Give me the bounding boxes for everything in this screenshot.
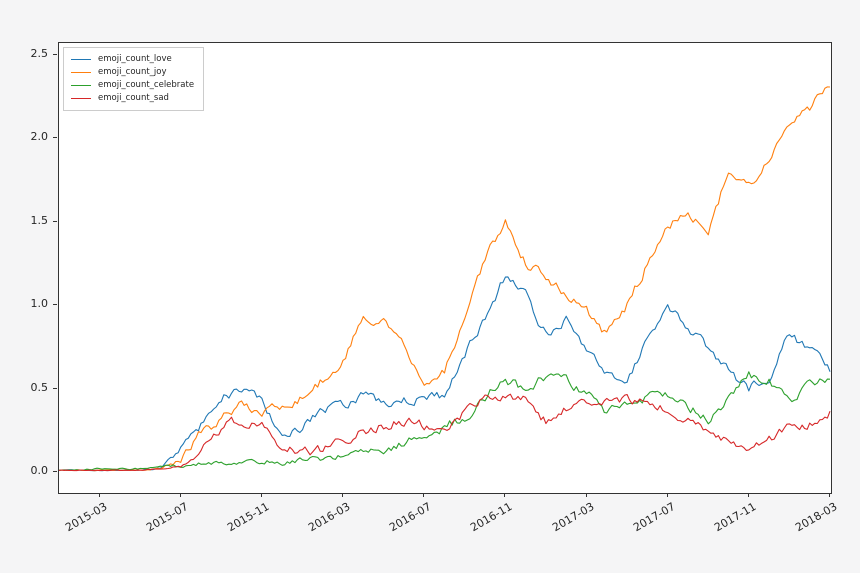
y-tick-label: 1.5 [30,213,49,227]
x-tick-mark [747,493,749,497]
legend-label: emoji_count_sad [98,93,169,103]
legend-label: emoji_count_joy [98,67,167,77]
x-tick-mark [585,493,587,497]
y-tick-label: 1.0 [30,297,49,311]
y-tick-mark [53,304,57,306]
y-tick-mark [53,387,57,389]
y-tick-mark [53,137,57,139]
legend-item-joy: emoji_count_joy [71,66,194,79]
x-tick-mark [666,493,668,497]
series-line-emoji_count_celebrate [59,371,831,471]
legend-line-swatch [71,98,91,99]
y-tick-label: 0.0 [30,464,49,477]
series-line-emoji_count_joy [59,86,831,472]
y-tick-mark [53,471,57,472]
series-line-emoji_count_sad [59,393,831,472]
legend-label: emoji_count_celebrate [98,80,195,90]
legend-label: emoji_count_love [98,54,172,64]
series-line-emoji_count_love [59,276,831,472]
x-tick-mark [342,493,343,497]
x-tick-mark [98,493,100,497]
x-tick-mark [829,493,830,497]
y-tick-label: 2.5 [30,47,49,60]
legend-item-sad: emoji_count_sad [71,92,194,105]
x-tick-mark [423,493,425,497]
legend-item-love: emoji_count_love [71,53,194,66]
x-tick-mark [504,493,506,497]
line-chart [59,86,831,472]
x-tick-mark [179,493,181,497]
legend: emoji_count_love emoji_count_joy emoji_c… [63,47,205,111]
legend-line-swatch [71,59,91,60]
legend-item-celebrate: emoji_count_celebrate [71,79,194,92]
y-tick-label: 2.0 [30,130,49,144]
legend-line-swatch [71,85,91,86]
y-tick-mark [53,54,57,55]
y-tick-label: 0.5 [30,380,49,394]
x-tick-mark [260,493,262,497]
plot-area: emoji_count_love emoji_count_joy emoji_c… [58,42,832,494]
y-tick-mark [53,220,57,222]
legend-line-swatch [71,72,91,73]
